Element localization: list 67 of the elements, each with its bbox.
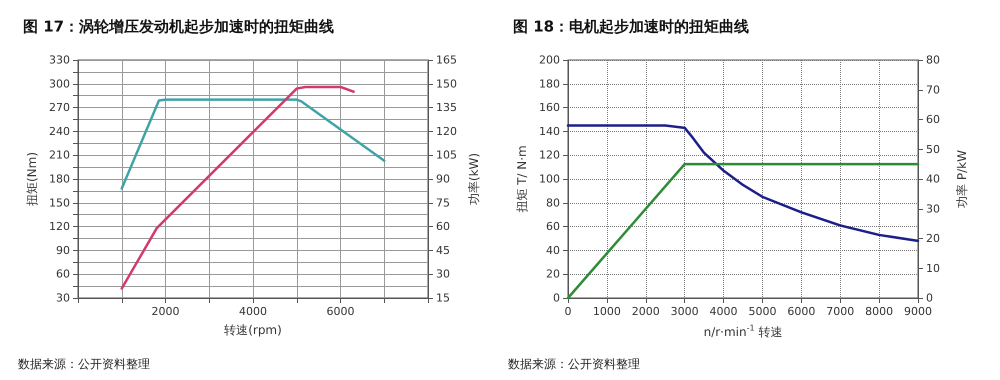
y2-tick-label: 10	[926, 262, 940, 275]
y2-tick-label: 70	[926, 83, 940, 96]
x-tick-label: 5000	[748, 305, 776, 318]
y-tick-label: 240	[49, 124, 70, 138]
y-tick-label: 40	[546, 244, 560, 257]
y2-tick-label: 80	[926, 54, 940, 66]
x-tick-label: 7000	[826, 305, 854, 318]
y2-tick-label: 120	[436, 124, 457, 138]
y2-tick-label: 20	[926, 232, 940, 245]
y2-axis-title: 功率 P/kW	[955, 150, 969, 208]
y2-tick-label: 45	[436, 244, 450, 257]
y2-tick-label: 60	[926, 113, 940, 126]
y-tick-label: 20	[546, 268, 560, 281]
y-tick-label: 270	[49, 101, 70, 114]
x-axis-title: 转速(rpm)	[224, 323, 282, 337]
y2-tick-label: 135	[436, 101, 457, 114]
y2-tick-label: 30	[926, 202, 940, 216]
x-tick-label: 2000	[632, 305, 660, 318]
y-tick-label: 80	[546, 196, 560, 210]
y-tick-label: 200	[539, 54, 560, 66]
y2-axis-title: 功率(kW)	[466, 152, 481, 206]
y2-tick-label: 0	[926, 292, 933, 304]
x-tick-label: 9000	[904, 305, 932, 318]
x-tick-label: 1000	[592, 305, 621, 318]
x-tick-label: 8000	[865, 305, 894, 318]
chart-title: 图 18：电机起步加速时的扭矩曲线	[513, 18, 750, 36]
y-tick-label: 160	[539, 101, 560, 114]
y-tick-label: 180	[49, 172, 70, 186]
line-series	[120, 86, 355, 290]
y-tick-label: 140	[539, 124, 560, 138]
x-tick-label: 6000	[787, 305, 816, 318]
y-tick-label: 210	[49, 148, 70, 162]
y-tick-label: 330	[49, 54, 70, 66]
y-tick-label: 120	[539, 148, 560, 162]
y-tick-label: 0	[553, 292, 560, 304]
x-tick-label: 4000	[239, 305, 267, 318]
y2-tick-label: 150	[436, 77, 457, 90]
y-axis-title: 扭矩(Nm)	[25, 152, 40, 206]
y2-tick-label: 30	[436, 268, 450, 281]
y-tick-label: 60	[56, 268, 70, 281]
line-series	[120, 98, 386, 190]
y2-tick-label: 60	[436, 220, 450, 234]
y-tick-label: 60	[546, 220, 560, 234]
y-tick-label: 120	[49, 220, 70, 234]
x-tick-label: 4000	[710, 305, 738, 318]
y2-tick-label: 90	[436, 172, 450, 186]
x-tick-label: 3000	[670, 305, 699, 318]
source-note: 数据来源：公开资料整理	[18, 357, 150, 371]
y2-tick-label: 40	[926, 172, 940, 186]
y2-tick-label: 105	[436, 148, 457, 162]
y-tick-label: 180	[539, 77, 560, 90]
x-tick-label: 6000	[326, 305, 354, 318]
y-axis-title: 扭矩 T/ N·m	[515, 145, 530, 213]
y-tick-label: 100	[539, 172, 560, 186]
line-series	[566, 124, 920, 242]
x-tick-label: 2000	[152, 305, 180, 318]
y2-tick-label: 165	[436, 54, 457, 66]
source-note: 数据来源：公开资料整理	[508, 357, 640, 371]
y-tick-label: 30	[56, 292, 70, 304]
chart-title: 图 17：涡轮增压发动机起步加速时的扭矩曲线	[23, 18, 334, 36]
y2-tick-label: 75	[436, 196, 450, 210]
y-tick-label: 150	[49, 196, 70, 210]
y2-tick-label: 50	[926, 142, 940, 156]
y-tick-label: 300	[49, 77, 70, 90]
y-tick-label: 90	[56, 244, 70, 257]
x-tick-label: 0	[564, 305, 572, 318]
y2-tick-label: 15	[436, 292, 450, 304]
